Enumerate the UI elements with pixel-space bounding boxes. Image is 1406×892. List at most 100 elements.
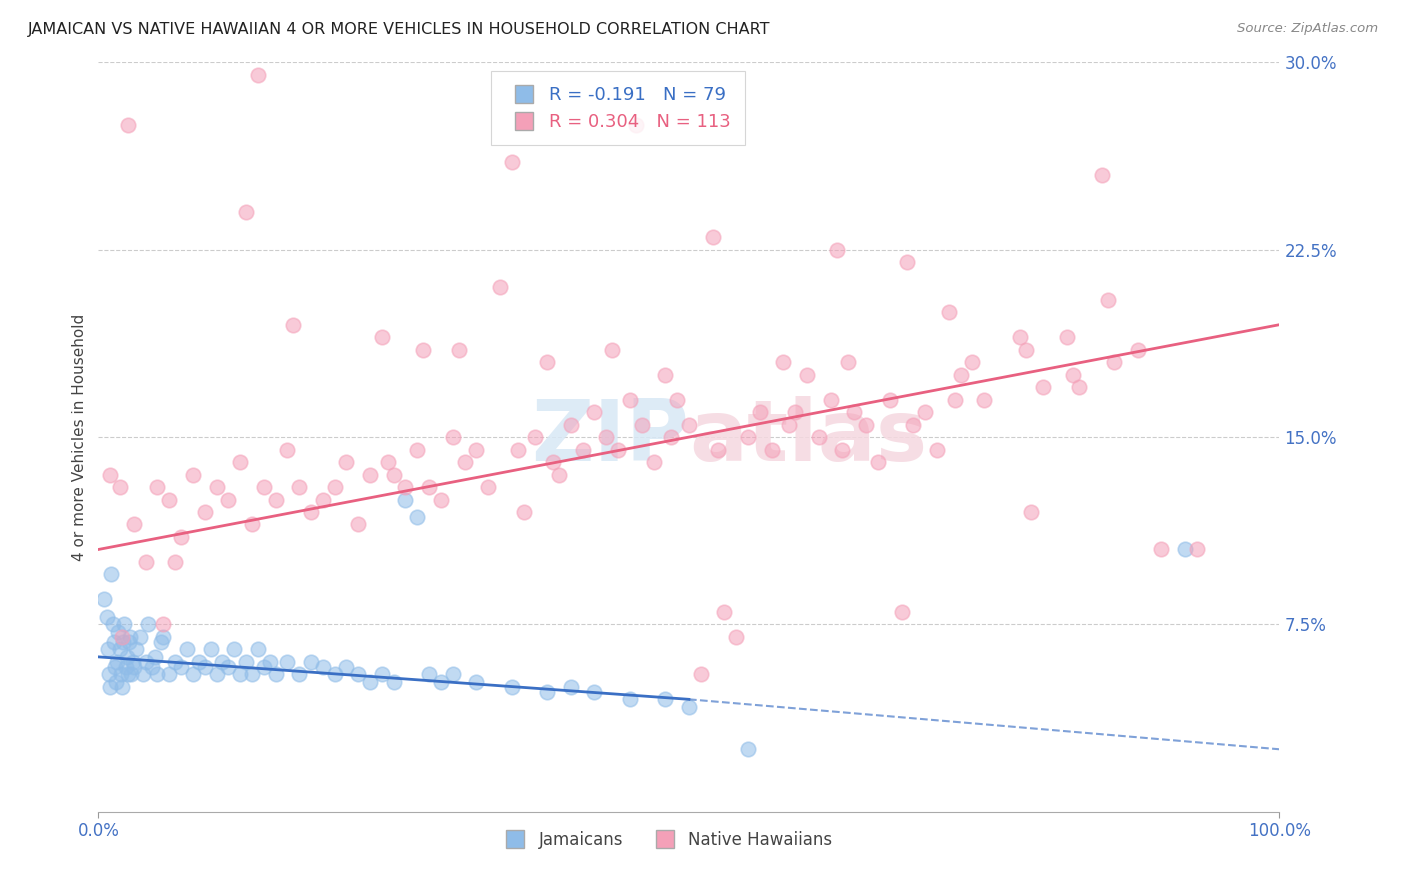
Point (441, 430, 464, 444)
Point (115, 649, 138, 664)
Point (111, 680, 134, 694)
Point (406, 510, 429, 524)
Point (176, 642, 198, 657)
Point (512, 505, 534, 519)
Point (831, 442, 853, 457)
Point (713, 605, 735, 619)
Point (630, 417, 652, 432)
Point (394, 480, 416, 494)
Point (678, 417, 700, 432)
Point (571, 442, 593, 457)
Point (114, 660, 136, 674)
Point (678, 699, 700, 714)
Point (447, 343, 470, 357)
Point (371, 667, 394, 681)
Point (643, 455, 665, 469)
Point (105, 674, 128, 689)
Point (170, 660, 193, 674)
Point (453, 455, 475, 469)
Point (702, 230, 724, 244)
Point (136, 617, 159, 632)
Point (205, 480, 228, 494)
Point (217, 492, 239, 507)
Point (382, 467, 405, 482)
Point (943, 392, 966, 407)
Point (288, 667, 311, 681)
Point (194, 505, 217, 519)
Point (394, 492, 416, 507)
Point (117, 118, 139, 132)
Point (276, 655, 298, 669)
Point (489, 280, 512, 294)
Point (235, 205, 257, 219)
Point (347, 517, 370, 532)
Point (132, 667, 155, 681)
Point (825, 243, 848, 257)
Point (118, 635, 141, 649)
Point (299, 505, 322, 519)
Point (299, 655, 322, 669)
Point (135, 655, 157, 669)
Point (122, 517, 145, 532)
Point (259, 655, 281, 669)
Point (110, 667, 132, 681)
Text: JAMAICAN VS NATIVE HAWAIIAN 4 OR MORE VEHICLES IN HOUSEHOLD CORRELATION CHART: JAMAICAN VS NATIVE HAWAIIAN 4 OR MORE VE… (28, 22, 770, 37)
Point (1091, 168, 1114, 182)
Point (229, 667, 252, 681)
Text: Source: ZipAtlas.com: Source: ZipAtlas.com (1237, 22, 1378, 36)
Point (288, 480, 311, 494)
Point (1150, 542, 1173, 557)
Point (253, 660, 276, 674)
Point (737, 742, 759, 756)
Point (430, 492, 453, 507)
Point (412, 343, 434, 357)
Point (165, 655, 187, 669)
Point (689, 667, 711, 681)
Point (896, 255, 918, 269)
Point (120, 630, 142, 644)
Point (938, 305, 960, 319)
Point (143, 649, 166, 664)
Point (430, 674, 453, 689)
Point (820, 392, 842, 407)
Point (181, 467, 204, 482)
Text: atlas: atlas (689, 395, 927, 479)
Point (536, 355, 558, 369)
Point (371, 330, 394, 344)
Point (111, 630, 134, 644)
Point (108, 642, 131, 657)
Point (914, 405, 936, 419)
Point (200, 642, 222, 657)
Point (844, 405, 866, 419)
Point (135, 555, 157, 569)
Point (98, 467, 121, 482)
Point (170, 530, 193, 544)
Point (707, 442, 730, 457)
Point (725, 630, 748, 644)
Point (98, 667, 121, 681)
Y-axis label: 4 or more Vehicles in Household: 4 or more Vehicles in Household (72, 313, 87, 561)
Point (583, 405, 606, 419)
Point (98, 680, 121, 694)
Point (104, 660, 127, 674)
Point (108, 480, 131, 494)
Point (205, 667, 228, 681)
Point (240, 667, 263, 681)
Point (866, 455, 889, 469)
Point (194, 660, 217, 674)
Point (465, 442, 488, 457)
Point (949, 368, 972, 382)
Point (659, 430, 682, 444)
Point (560, 680, 582, 694)
Point (359, 467, 381, 482)
Text: ZIP: ZIP (531, 395, 689, 479)
Point (541, 455, 564, 469)
Point (150, 635, 173, 649)
Point (112, 617, 135, 632)
Point (903, 417, 925, 432)
Point (152, 630, 174, 644)
Point (181, 667, 204, 681)
Point (737, 430, 759, 444)
Point (347, 667, 370, 681)
Point (654, 368, 676, 382)
